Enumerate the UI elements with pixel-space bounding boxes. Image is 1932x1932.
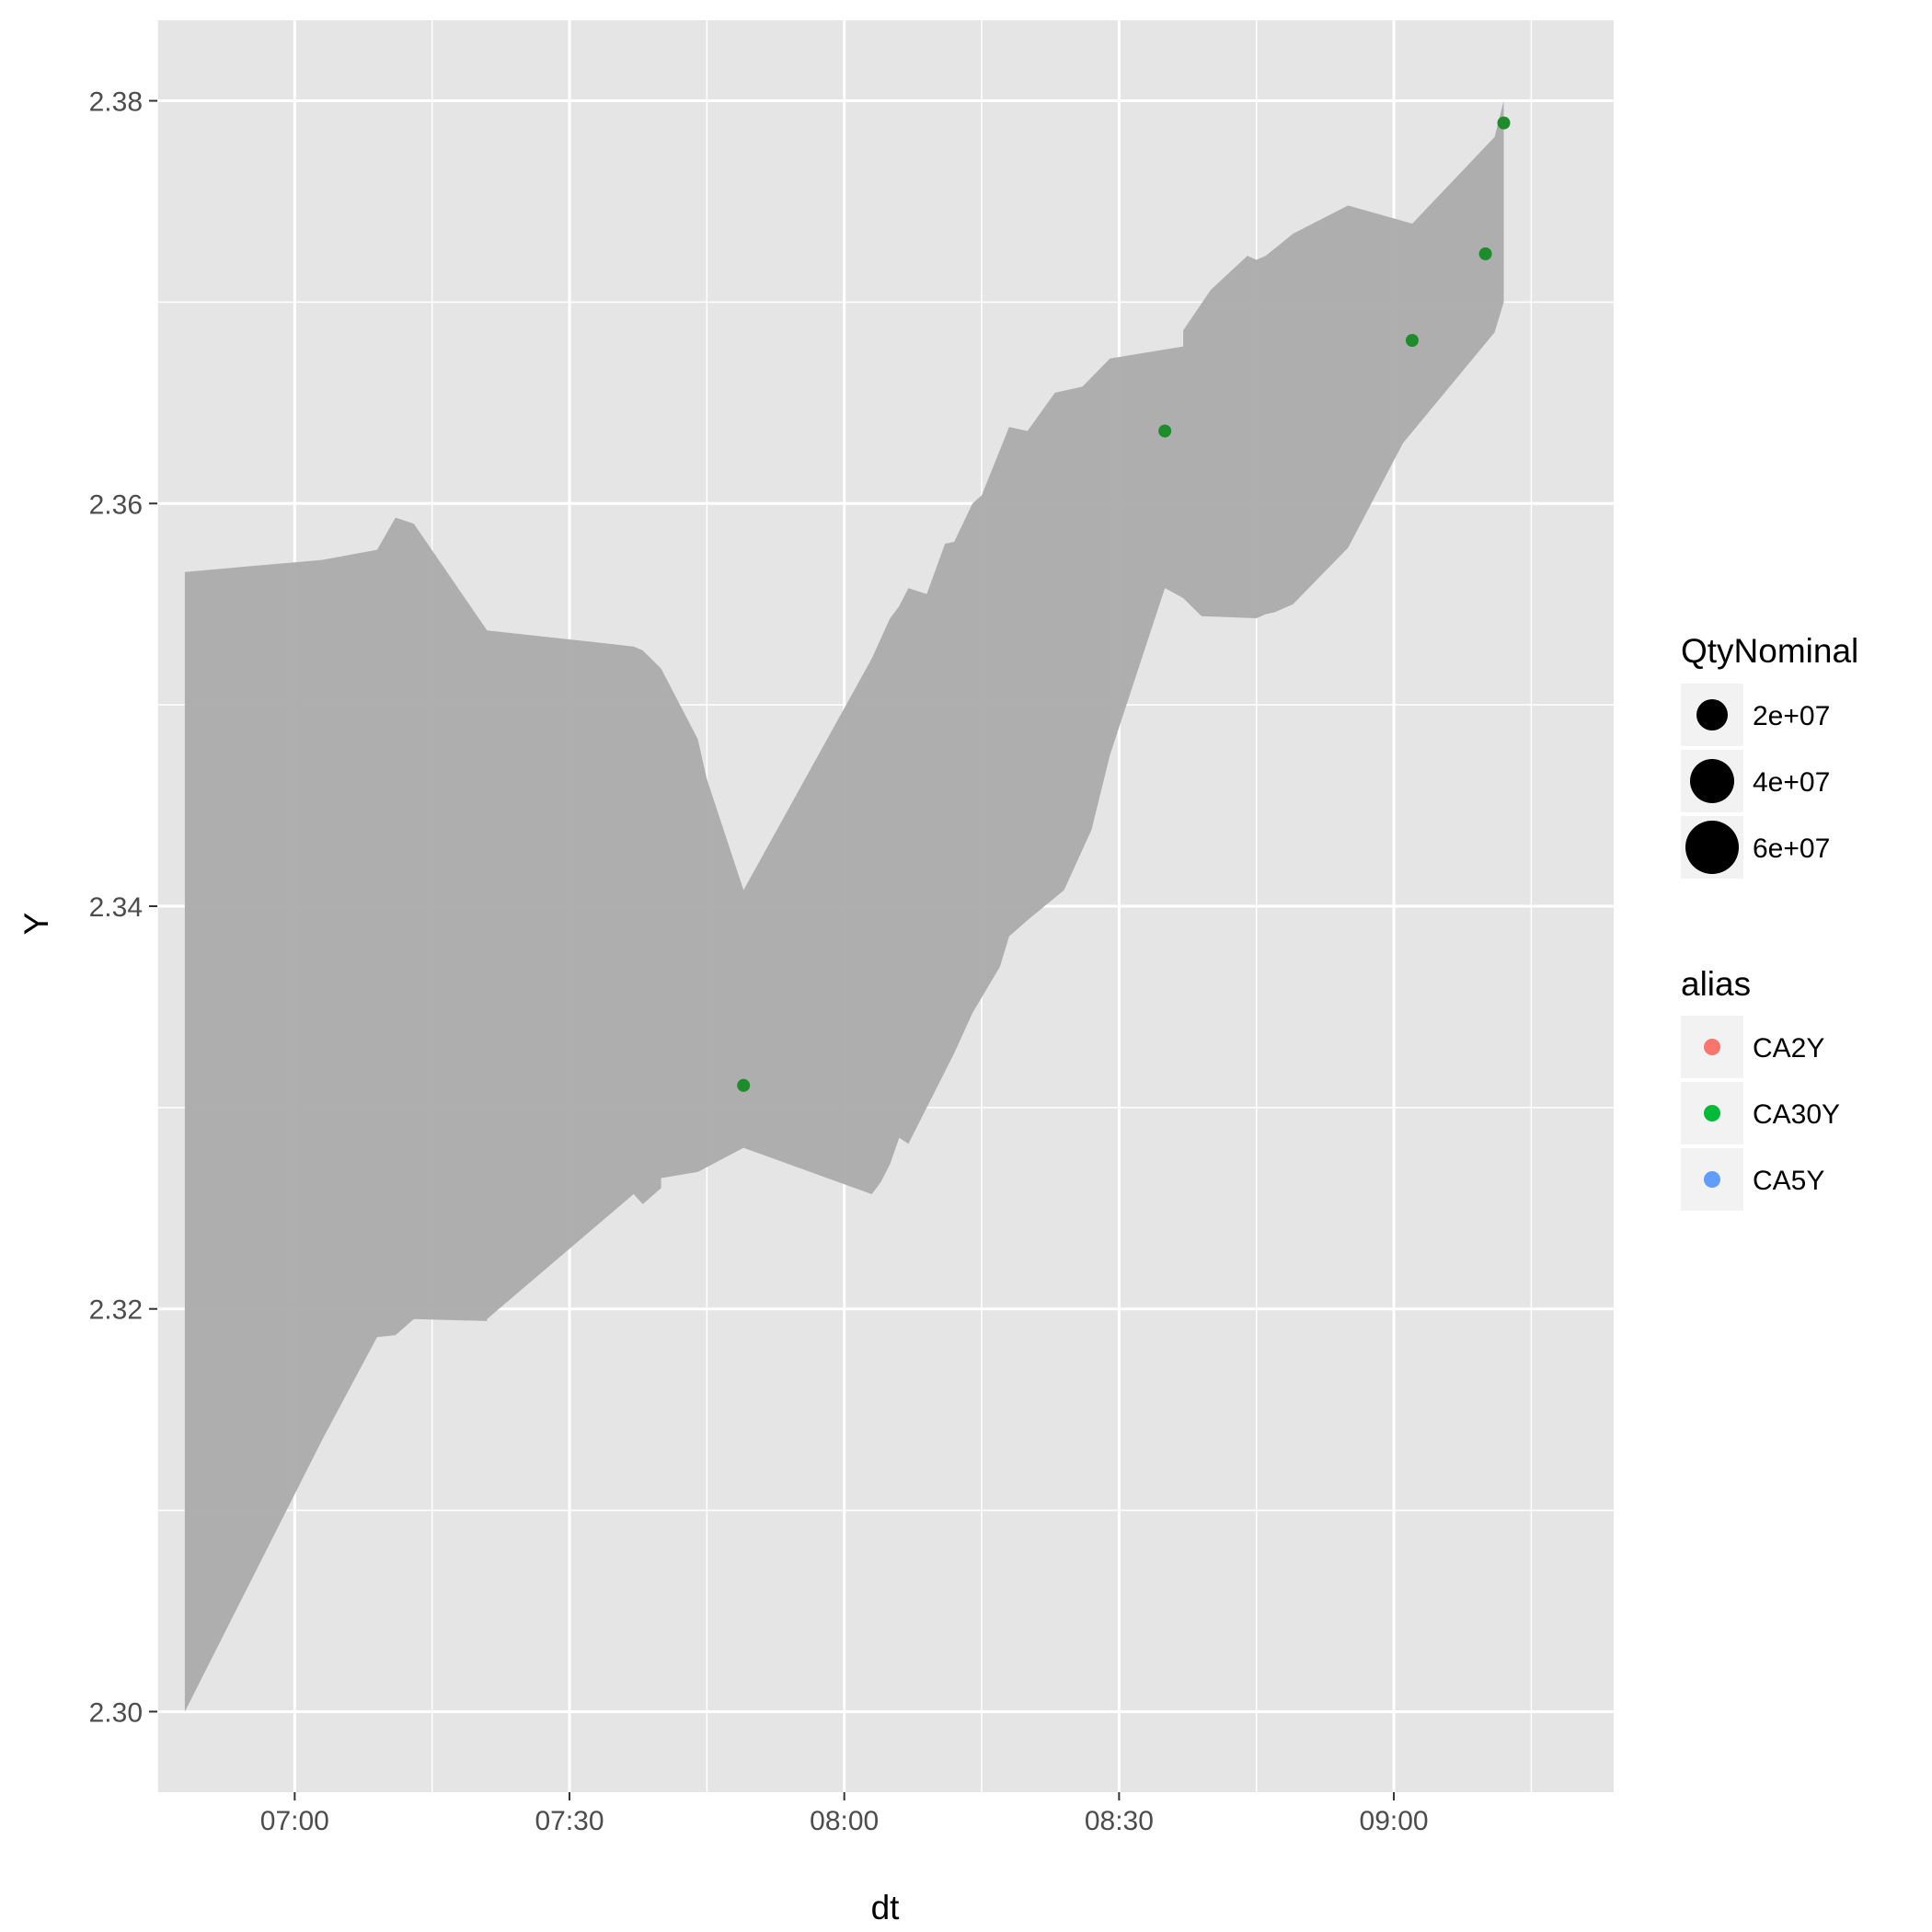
legend-color-label: CA5Y (1753, 1166, 1824, 1196)
y-tick-label: 2.38 (89, 87, 143, 118)
data-point (1405, 333, 1419, 347)
legend-size-label: 4e+07 (1753, 767, 1830, 798)
points-layer (737, 116, 1511, 1092)
y-tick-label: 2.34 (89, 892, 143, 923)
legend-size-circle (1696, 699, 1728, 730)
ribbon-area (184, 100, 1504, 1712)
data-point (737, 1078, 751, 1092)
x-axis: 07:00 07:30 08:00 08:30 09:00 (260, 1792, 1429, 1836)
y-tick-label: 2.32 (89, 1295, 143, 1326)
y-axis-title: Y (17, 913, 55, 936)
legend-color-label: CA30Y (1753, 1099, 1840, 1130)
data-point (1478, 247, 1492, 260)
legend-color-title: alias (1681, 965, 1751, 1003)
legend-color-swatch (1704, 1105, 1720, 1121)
legend-size-circle (1690, 759, 1734, 803)
legend-color-swatch (1704, 1039, 1720, 1055)
ribbon-layer (184, 100, 1504, 1712)
x-tick-label: 08:00 (810, 1806, 879, 1836)
data-point (1497, 116, 1511, 130)
legend-size-title: QtyNominal (1681, 632, 1858, 670)
x-tick-label: 08:30 (1085, 1806, 1154, 1836)
data-point (1158, 424, 1172, 438)
y-tick-label: 2.30 (89, 1697, 143, 1728)
x-tick-label: 07:00 (260, 1806, 329, 1836)
x-tick-label: 09:00 (1360, 1806, 1429, 1836)
legend-size-label: 2e+07 (1753, 701, 1830, 731)
legend-size-label: 6e+07 (1753, 834, 1830, 864)
x-axis-title: dt (871, 1889, 901, 1926)
legend-color-swatch (1704, 1171, 1720, 1188)
legend-size-circle (1685, 821, 1739, 874)
y-axis: 2.30 2.32 2.34 2.36 2.38 (89, 87, 157, 1728)
y-tick-label: 2.36 (89, 489, 143, 520)
legend-color-label: CA2Y (1753, 1033, 1824, 1064)
x-tick-label: 07:30 (535, 1806, 604, 1836)
